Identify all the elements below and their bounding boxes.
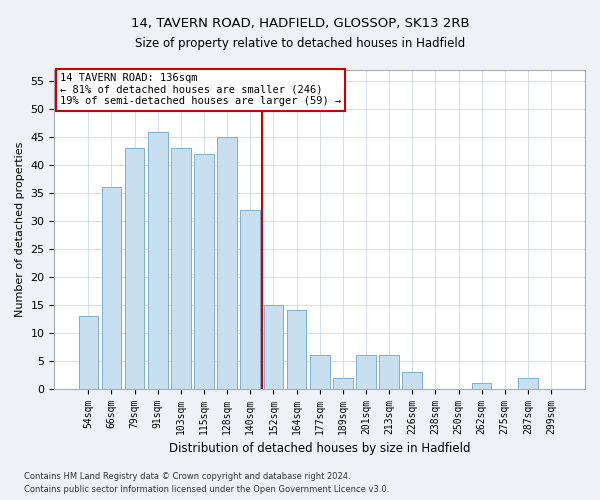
Bar [79, 316, 98, 388]
Bar [403, 372, 422, 388]
Bar [194, 154, 214, 388]
Text: Size of property relative to detached houses in Hadfield: Size of property relative to detached ho… [135, 38, 465, 51]
Bar [125, 148, 145, 388]
Bar [333, 378, 353, 388]
Text: 14, TAVERN ROAD, HADFIELD, GLOSSOP, SK13 2RB: 14, TAVERN ROAD, HADFIELD, GLOSSOP, SK13… [131, 18, 469, 30]
Text: Contains HM Land Registry data © Crown copyright and database right 2024.: Contains HM Land Registry data © Crown c… [24, 472, 350, 481]
Bar [148, 132, 167, 388]
X-axis label: Distribution of detached houses by size in Hadfield: Distribution of detached houses by size … [169, 442, 470, 455]
Bar [101, 188, 121, 388]
Text: 14 TAVERN ROAD: 136sqm
← 81% of detached houses are smaller (246)
19% of semi-de: 14 TAVERN ROAD: 136sqm ← 81% of detached… [60, 73, 341, 106]
Bar [263, 305, 283, 388]
Bar [310, 355, 329, 388]
Bar [217, 137, 237, 388]
Bar [518, 378, 538, 388]
Bar [287, 310, 307, 388]
Bar [472, 383, 491, 388]
Y-axis label: Number of detached properties: Number of detached properties [15, 142, 25, 317]
Bar [356, 355, 376, 388]
Text: Contains public sector information licensed under the Open Government Licence v3: Contains public sector information licen… [24, 485, 389, 494]
Bar [379, 355, 399, 388]
Bar [241, 210, 260, 388]
Bar [171, 148, 191, 388]
